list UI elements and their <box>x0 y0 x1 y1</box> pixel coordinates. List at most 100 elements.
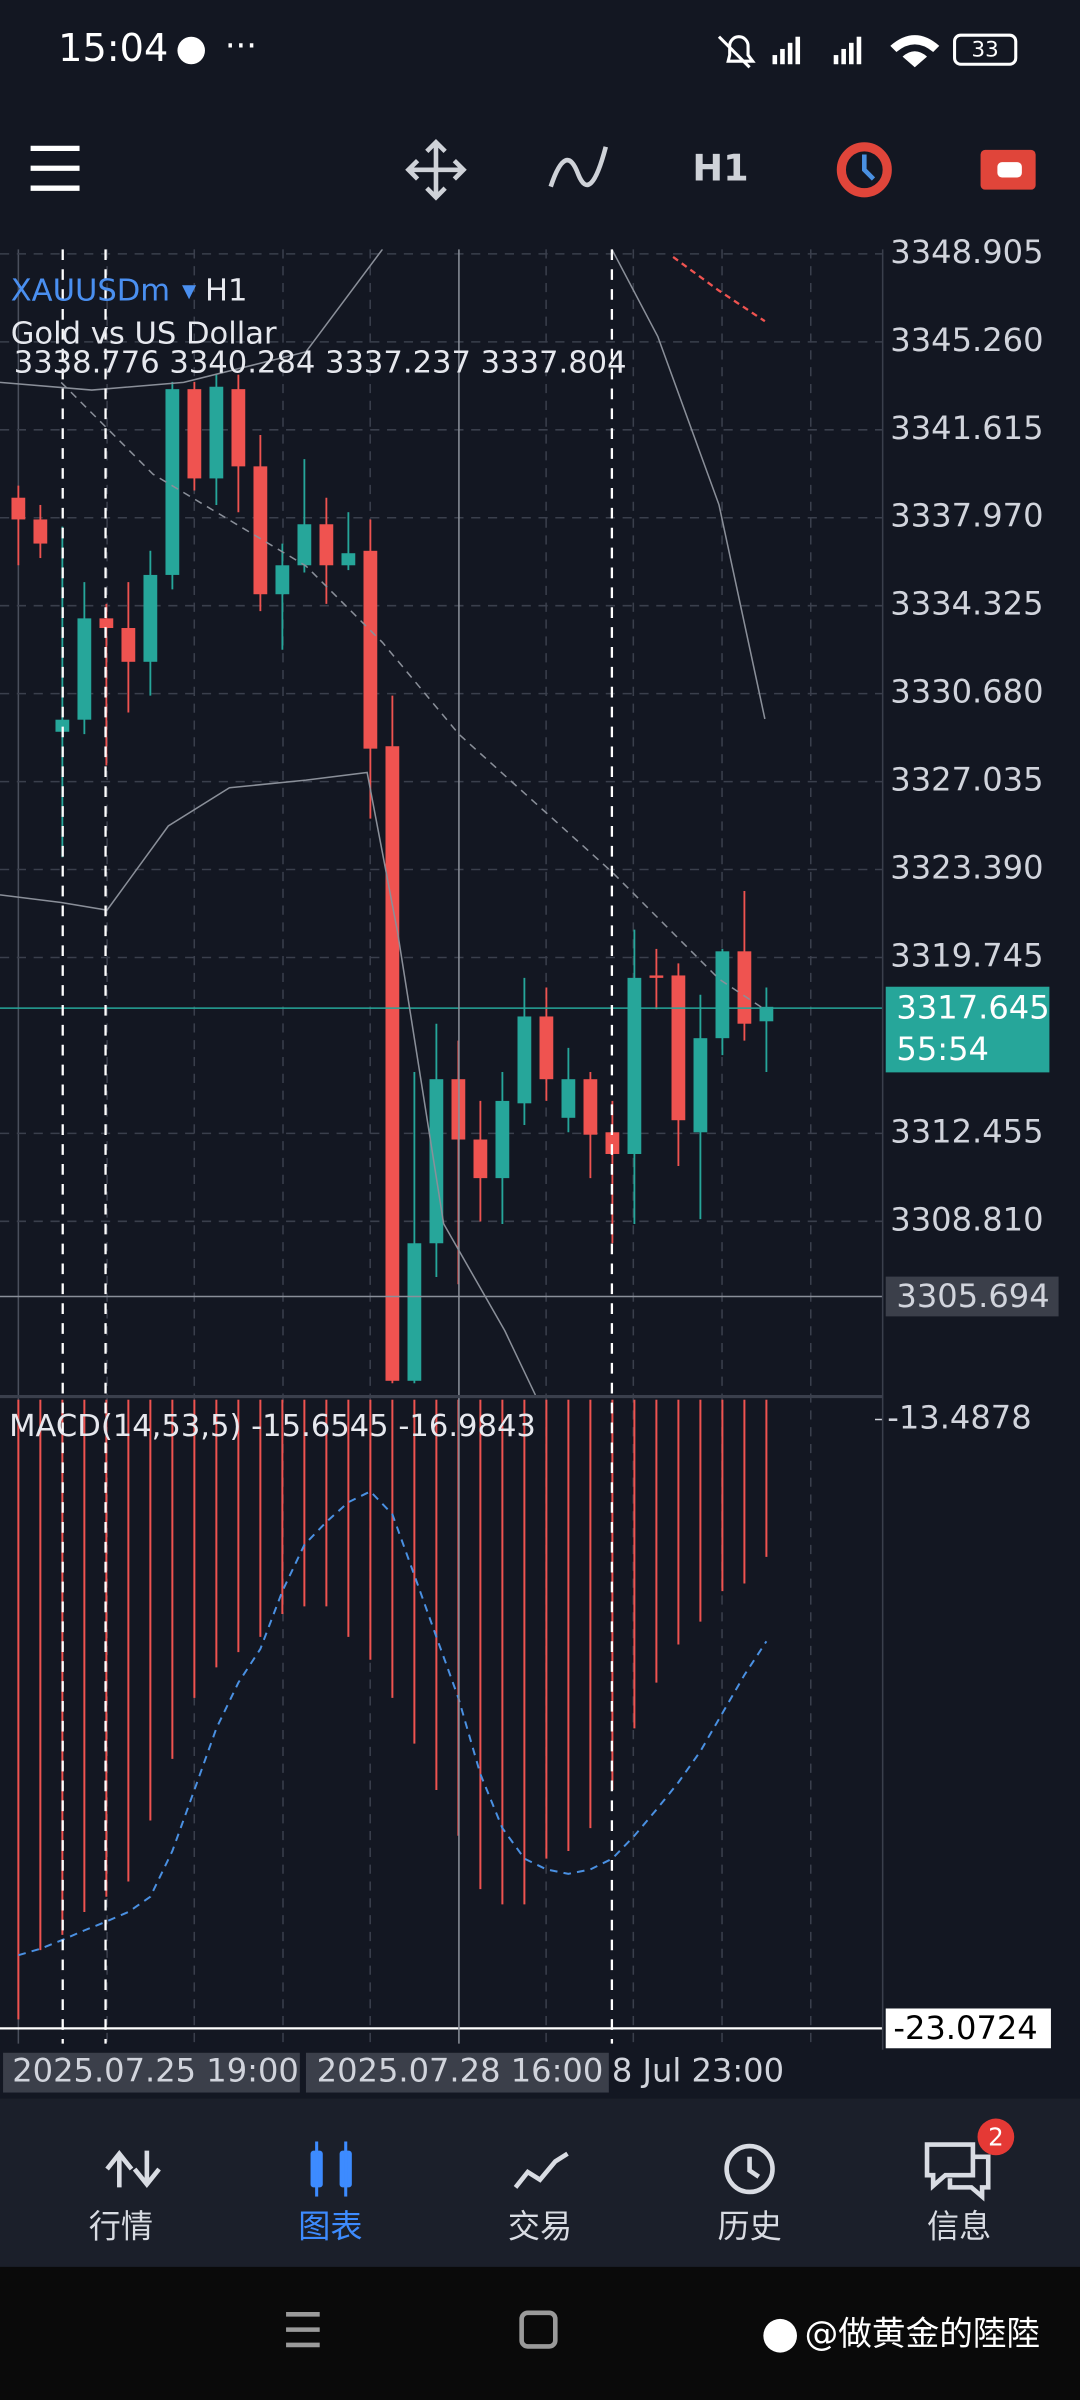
nav-item[interactable]: 信息 <box>927 2208 991 2246</box>
nav-item[interactable]: 交易 <box>508 2208 572 2246</box>
description: Gold vs US Dollar <box>11 316 277 351</box>
time-label: 2025.07.28 16:00 <box>317 2052 604 2090</box>
candle-body <box>143 574 158 662</box>
candle-body <box>77 618 92 720</box>
candle-body <box>165 389 180 575</box>
system-nav <box>0 2266 1080 2400</box>
candle-body <box>209 386 224 479</box>
system-buttons[interactable] <box>286 2310 558 2349</box>
crosshair-label: 3305.694 <box>896 1277 1049 1315</box>
price-tick-label: 3348.905 <box>890 233 1043 271</box>
candle-body <box>517 1016 532 1104</box>
labels: 3348.905 3345.260 3341.615 3337.970 3334.325… <box>885 233 1059 2049</box>
candle-body <box>583 1079 598 1135</box>
price-tick-label: 3308.810 <box>890 1200 1043 1238</box>
nav-icon <box>724 2143 775 2195</box>
trend-line <box>672 256 766 323</box>
price-tick-label: 3330.680 <box>890 673 1043 711</box>
main-pane <box>0 253 883 1384</box>
price-tick-label: 3337.970 <box>890 497 1043 535</box>
candle-body <box>649 975 664 978</box>
battery-level: 33 <box>972 37 999 62</box>
signal-icons <box>772 35 940 68</box>
candle-body <box>495 1100 510 1179</box>
candle-body <box>187 389 202 479</box>
nav-item[interactable]: 历史 <box>717 2208 781 2246</box>
candle-body <box>55 719 70 732</box>
mute-icon <box>717 35 756 69</box>
time-label-box <box>305 2052 609 2093</box>
candle-body <box>429 1079 444 1244</box>
macd-name: MACD(14,53,5) <box>9 1409 241 1444</box>
macd-tick-label: -13.4878 <box>887 1398 1031 1436</box>
price-tick-label: 3341.615 <box>890 409 1043 447</box>
symbol-dropdown[interactable]: ▼ <box>182 281 197 302</box>
candle-body <box>385 746 400 1381</box>
candle-body <box>539 1016 554 1080</box>
bands <box>0 249 766 1396</box>
candle-body <box>561 1079 576 1118</box>
period-separators <box>61 249 614 2044</box>
macd-title: MACD(14,53,5) -15.6545 -16.9843 <box>9 1409 536 1444</box>
last-price-box <box>885 986 1050 1073</box>
price-tick-label: 3312.455 <box>890 1112 1043 1150</box>
price-tick-label: 3327.035 <box>890 761 1043 799</box>
candle-body <box>693 1038 708 1133</box>
watermark-icon <box>763 2318 797 2353</box>
macd-tick-label: -23.0724 <box>893 2009 1037 2047</box>
candle-body <box>605 1132 620 1154</box>
candle-body <box>473 1139 488 1179</box>
price-tick-label: 3323.390 <box>890 849 1043 887</box>
battery <box>953 33 1018 66</box>
clock-button[interactable] <box>836 142 892 198</box>
crosshair-box <box>885 1276 1059 1317</box>
candle-body <box>759 1006 774 1022</box>
candle-body <box>231 389 246 467</box>
badge-count: 2 <box>988 2122 1004 2151</box>
menu-button[interactable] <box>30 145 80 191</box>
timeframe-button[interactable]: H1 <box>692 146 748 189</box>
macd-value: -15.6545 <box>251 1409 388 1444</box>
symbol: XAUUSDm <box>11 274 170 309</box>
nav-icon <box>105 2150 161 2188</box>
candle-body <box>407 1243 422 1381</box>
nav-icon <box>924 2142 991 2202</box>
status-time: 15:04 <box>58 27 168 71</box>
status-more: ··· <box>225 26 257 65</box>
price-tick-label: 3319.745 <box>890 936 1043 974</box>
nav-icon <box>310 2141 352 2197</box>
status-icon <box>177 36 205 65</box>
last-price-label: 3317.645 <box>896 989 1049 1027</box>
time-label: 8 Jul 23:00 <box>612 2052 784 2090</box>
candle-body <box>99 618 114 629</box>
countdown: 55:54 <box>896 1030 989 1068</box>
price-tick-label: 3334.325 <box>890 585 1043 623</box>
chart-timeframe: H1 <box>205 274 247 309</box>
nav-icon-hands <box>747 2156 761 2179</box>
nav-item[interactable]: 行情 <box>89 2208 153 2246</box>
nav-icon <box>513 2151 569 2189</box>
candle-body <box>671 975 686 1121</box>
time-label-box <box>3 2052 300 2093</box>
indicators-button[interactable] <box>548 146 608 188</box>
candle-body <box>33 519 48 544</box>
crosshair-button[interactable] <box>405 139 467 201</box>
signal-line <box>18 1490 768 1957</box>
candle-body <box>121 628 136 662</box>
nav-item-active[interactable]: 图表 <box>298 2208 362 2246</box>
candle-body <box>297 524 312 566</box>
candle-body <box>275 565 290 595</box>
price-tick-label: 3345.260 <box>890 321 1043 359</box>
ohlc: 3338.776 3340.284 3337.237 3337.804 <box>14 346 627 381</box>
watermark: @做黄金的陸陸 <box>805 2314 1040 2353</box>
trade-button-icon <box>997 162 1022 178</box>
signal-value: -16.9843 <box>398 1409 535 1444</box>
clock-hands <box>862 154 876 181</box>
candle-body <box>737 951 752 1024</box>
candle-body <box>253 466 268 595</box>
candle-body <box>627 977 642 1154</box>
candle-body <box>319 524 334 566</box>
